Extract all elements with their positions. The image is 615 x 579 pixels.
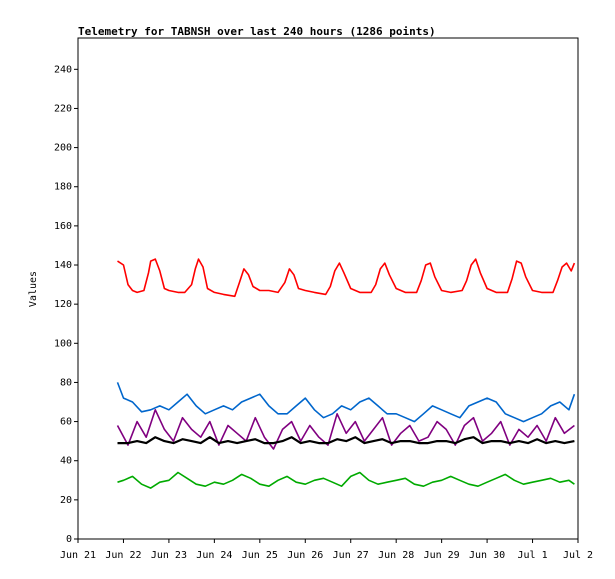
series-line-4 [117, 471, 575, 489]
x-axis: Jun 21 Jun 22 Jun 23 Jun 24 Jun 25 Jun 26 Jun … [60, 539, 593, 561]
y-tick-label: 120 [54, 299, 72, 310]
x-tick-label: Jun 27 [333, 550, 369, 561]
x-tick-label: Jul 2 [563, 550, 593, 561]
y-tick-label: 20 [60, 495, 72, 506]
x-tick-label: Jun 23 [151, 550, 187, 561]
y-axis: 0 20 40 60 80 100 120 140 160 180 200 220 240 [54, 64, 78, 545]
series-line-0 [117, 258, 576, 298]
x-tick-label: Jun 30 [469, 550, 505, 561]
y-tick-label: 60 [60, 417, 72, 428]
y-tick-label: 180 [54, 182, 72, 193]
y-tick-label: 160 [54, 221, 72, 232]
x-tick-label: Jul 1 [517, 550, 547, 561]
y-axis-label: Values [28, 271, 39, 307]
y-tick-label: 220 [54, 103, 72, 114]
y-tick-label: 200 [54, 143, 72, 154]
plot-frame [77, 37, 579, 540]
y-tick-label: 240 [54, 64, 72, 75]
y-tick-label: 80 [60, 377, 72, 388]
series-line-3 [117, 436, 575, 445]
series-line-2 [116, 408, 575, 450]
y-tick-label: 40 [60, 456, 72, 467]
y-tick-label: 0 [66, 534, 72, 545]
series-layer [116, 258, 576, 489]
x-tick-label: Jun 28 [378, 550, 414, 561]
y-tick-label: 100 [54, 338, 72, 349]
x-tick-label: Jun 25 [242, 550, 278, 561]
x-tick-label: Jun 26 [287, 550, 323, 561]
chart-title: Telemetry for TABNSH over last 240 hours… [78, 25, 436, 38]
x-tick-label: Jun 21 [60, 550, 96, 561]
x-tick-label: Jun 22 [105, 550, 141, 561]
x-tick-label: Jun 24 [196, 550, 232, 561]
y-tick-label: 140 [54, 260, 72, 271]
x-tick-label: Jun 29 [424, 550, 460, 561]
series-line-1 [116, 382, 576, 423]
